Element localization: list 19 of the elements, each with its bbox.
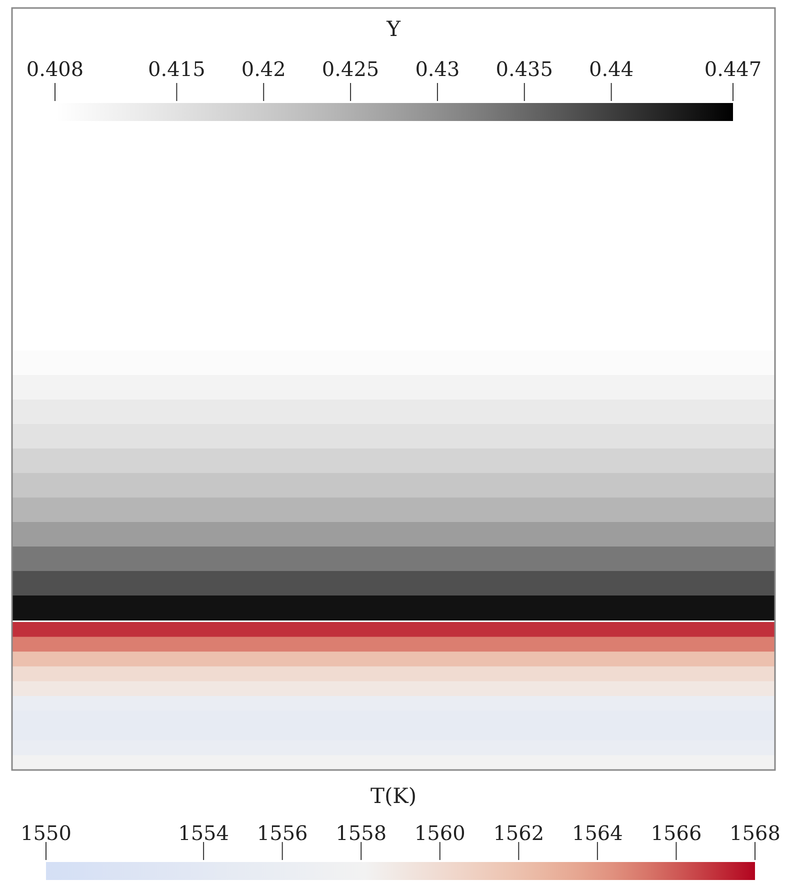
color-bar-label: 1566 — [650, 821, 702, 845]
color-bar-label: 0.43 — [415, 57, 460, 81]
color-bar-label: 0.44 — [589, 57, 634, 81]
color-bar-label: 1562 — [493, 821, 544, 845]
color-bar-label: 1564 — [572, 821, 623, 845]
color-bar-label: 1558 — [336, 821, 387, 845]
color-bar-label: 1556 — [256, 821, 308, 845]
color-bar-label: 1568 — [730, 821, 780, 845]
color-bar-label: 1560 — [414, 821, 466, 845]
color-bar-label: 1554 — [178, 821, 230, 845]
color-bar-label: 0.425 — [322, 57, 380, 81]
color-bar-label: 0.435 — [496, 57, 554, 81]
color-bar-title: T(K) — [370, 784, 417, 808]
color-bar-title: Y — [386, 17, 402, 41]
color-bar-label: 0.408 — [26, 57, 84, 81]
color-bar-label: 0.447 — [704, 57, 762, 81]
color-bar-label: 1550 — [20, 821, 72, 845]
color-bar-label: 0.42 — [241, 57, 286, 81]
color-bar-label: 0.415 — [148, 57, 206, 81]
